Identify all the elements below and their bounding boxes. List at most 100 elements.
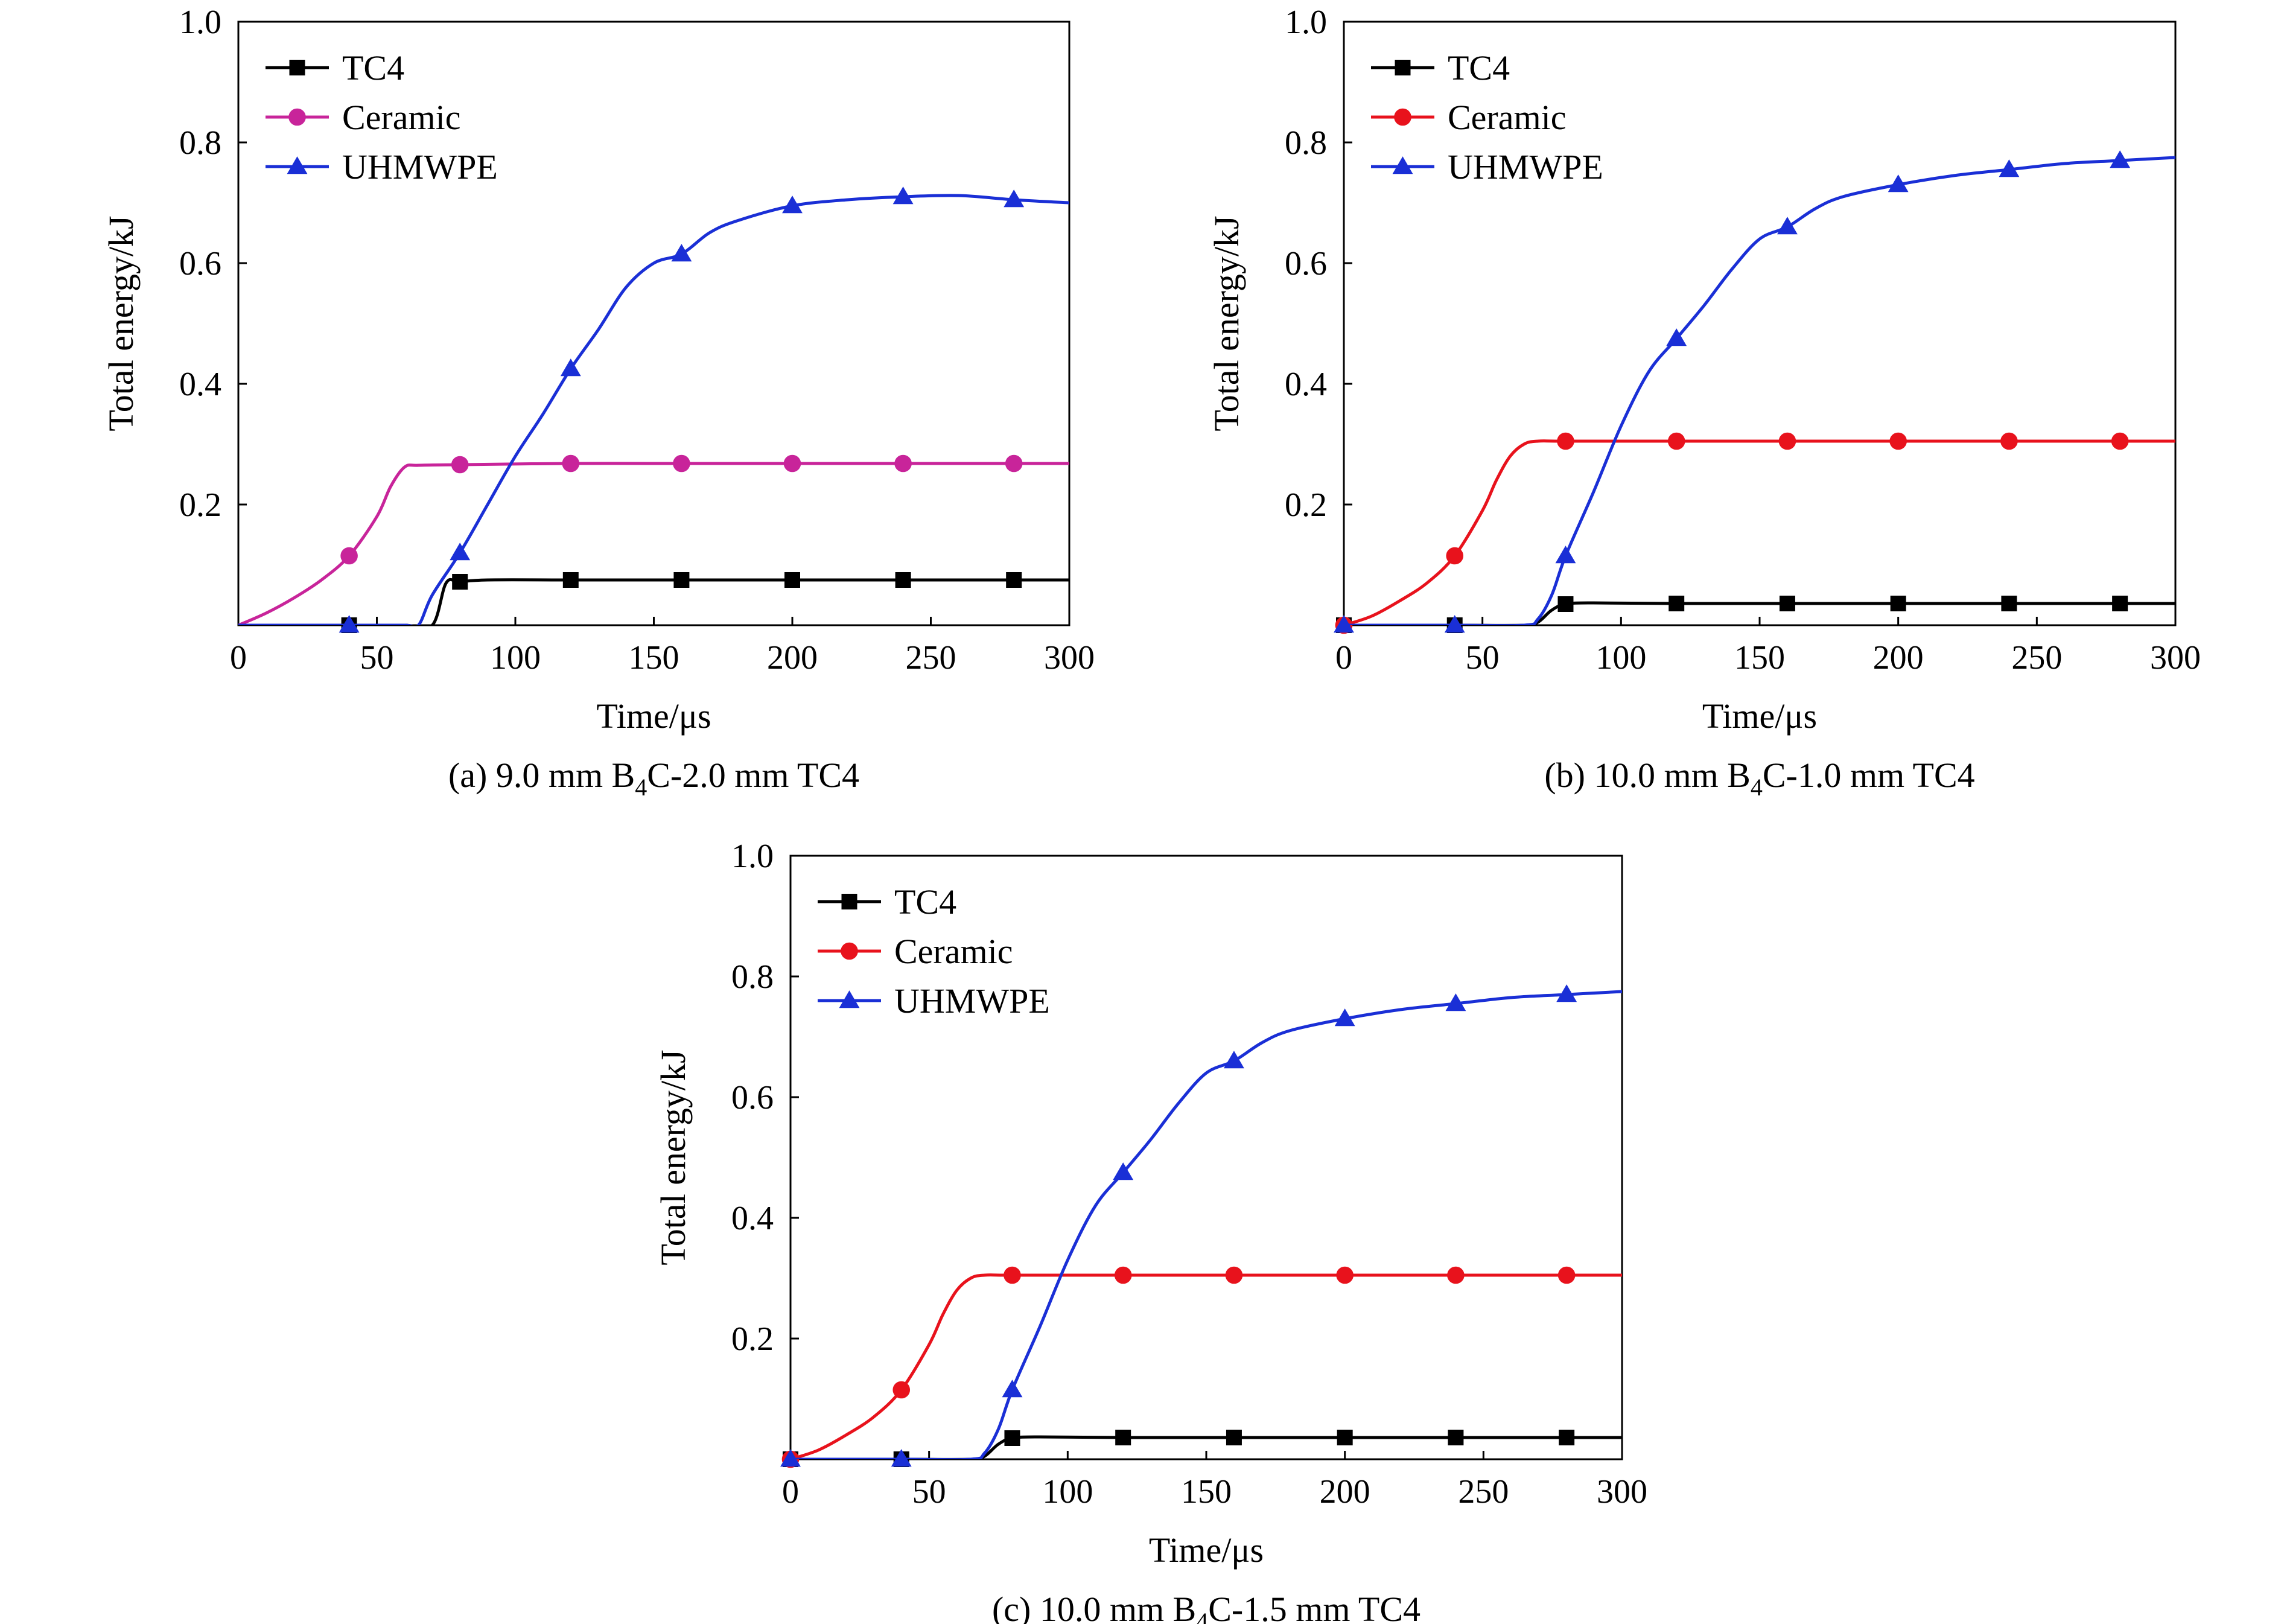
y-tick-label: 1.0 bbox=[179, 4, 221, 41]
caption-prefix: (c) 10.0 mm B bbox=[992, 1590, 1196, 1624]
data-point-ceramic bbox=[2000, 432, 2018, 450]
data-point-uhmwpe bbox=[1556, 984, 1577, 1002]
data-point-ceramic bbox=[1225, 1266, 1243, 1284]
chart-panel-a: 0 50 100 150 200 250 300 0.2 0.4 0.6 0.8 1.0 Time/μs… bbox=[101, 4, 1095, 801]
legend-label: TC4 bbox=[1448, 48, 1510, 88]
data-point-uhmwpe bbox=[1002, 1380, 1023, 1398]
series-line-ceramic bbox=[791, 1273, 1622, 1459]
panel-caption: (b) 10.0 mm B4C-1.0 mm TC4 bbox=[1544, 756, 1974, 801]
y-tick-label: 0.4 bbox=[179, 366, 221, 403]
legend: TC4 Ceramic UHMWPE bbox=[1371, 48, 1603, 186]
x-tick-label: 0 bbox=[782, 1473, 799, 1511]
data-point-tc4 bbox=[673, 572, 690, 588]
data-point-ceramic bbox=[2111, 432, 2129, 450]
chart-panel-b: 0 50 100 150 200 250 300 0.2 0.4 0.6 0.8 1.0 Time/μs… bbox=[1207, 4, 2201, 801]
x-tick-label: 300 bbox=[1597, 1473, 1647, 1511]
x-tick-label: 250 bbox=[1458, 1473, 1509, 1511]
legend: TC4 Ceramic UHMWPE bbox=[818, 882, 1050, 1021]
x-tick-label: 200 bbox=[1873, 639, 1924, 677]
legend-item-uhmwpe: UHMWPE bbox=[818, 981, 1050, 1021]
y-tick-label: 0.2 bbox=[1285, 486, 1327, 524]
data-point-uhmwpe bbox=[1555, 546, 1576, 564]
data-point-uhmwpe bbox=[1888, 174, 1909, 193]
legend-item-tc4: TC4 bbox=[818, 882, 956, 922]
legend-label: Ceramic bbox=[342, 98, 460, 137]
y-axis-label: Total energy/kJ bbox=[1207, 215, 1246, 431]
legend-label: Ceramic bbox=[894, 932, 1013, 971]
data-point-uhmwpe bbox=[560, 358, 581, 377]
legend-item-uhmwpe: UHMWPE bbox=[1371, 147, 1603, 186]
x-tick-label: 300 bbox=[1044, 639, 1095, 677]
legend-item-uhmwpe: UHMWPE bbox=[266, 147, 498, 186]
legend-marker-tc4 bbox=[841, 894, 857, 909]
legend-label: UHMWPE bbox=[342, 147, 498, 186]
legend-label: UHMWPE bbox=[1448, 147, 1603, 186]
y-tick-label: 0.8 bbox=[731, 958, 774, 996]
data-point-uhmwpe bbox=[892, 186, 914, 205]
data-point-tc4 bbox=[1337, 1430, 1353, 1445]
y-axis-label: Total energy/kJ bbox=[654, 1049, 693, 1265]
data-point-ceramic bbox=[340, 547, 358, 565]
x-tick-label: 100 bbox=[1042, 1473, 1093, 1511]
data-point-ceramic bbox=[1667, 432, 1685, 450]
data-point-ceramic bbox=[892, 1381, 911, 1399]
caption-suffix: C-1.0 mm TC4 bbox=[1763, 756, 1975, 795]
data-point-ceramic bbox=[1778, 432, 1796, 450]
data-point-ceramic bbox=[1557, 1266, 1576, 1284]
x-tick-label: 50 bbox=[1466, 639, 1500, 677]
x-tick-label: 50 bbox=[912, 1473, 946, 1511]
legend-item-ceramic: Ceramic bbox=[1371, 98, 1566, 137]
legend-marker-uhmwpe bbox=[1392, 156, 1413, 174]
series-line-ceramic bbox=[1344, 439, 2175, 625]
x-tick-label: 100 bbox=[1595, 639, 1646, 677]
caption-suffix: C-1.5 mm TC4 bbox=[1208, 1590, 1420, 1624]
data-point-ceramic bbox=[673, 454, 690, 473]
legend-label: Ceramic bbox=[1448, 98, 1566, 137]
legend-marker-ceramic bbox=[1394, 108, 1411, 126]
x-tick-label: 0 bbox=[1335, 639, 1352, 677]
data-point-uhmwpe bbox=[1334, 1008, 1355, 1027]
data-point-ceramic bbox=[451, 456, 469, 474]
x-tick-label: 50 bbox=[360, 639, 394, 677]
data-point-uhmwpe bbox=[1777, 217, 1798, 235]
data-point-uhmwpe bbox=[891, 1449, 912, 1467]
data-point-tc4 bbox=[452, 574, 468, 590]
legend-item-tc4: TC4 bbox=[266, 48, 404, 88]
data-point-tc4 bbox=[562, 572, 579, 588]
x-tick-label: 300 bbox=[2150, 639, 2201, 677]
legend-marker-ceramic bbox=[288, 108, 306, 126]
panel-caption: (c) 10.0 mm B4C-1.5 mm TC4 bbox=[992, 1590, 1420, 1624]
series-line-uhmwpe bbox=[791, 990, 1622, 1459]
x-tick-label: 200 bbox=[767, 639, 818, 677]
data-point-tc4 bbox=[1448, 1430, 1464, 1445]
data-point-uhmwpe bbox=[1445, 993, 1466, 1011]
data-point-tc4 bbox=[1779, 596, 1795, 611]
data-point-ceramic bbox=[783, 454, 801, 473]
series-ceramic bbox=[238, 454, 1069, 625]
data-point-ceramic bbox=[1005, 454, 1023, 473]
y-tick-label: 0.4 bbox=[1285, 366, 1327, 403]
data-point-uhmwpe bbox=[671, 244, 692, 262]
legend: TC4 Ceramic UHMWPE bbox=[266, 48, 498, 186]
data-point-uhmwpe bbox=[1224, 1051, 1244, 1069]
data-point-tc4 bbox=[1890, 596, 1906, 611]
data-point-tc4 bbox=[1226, 1430, 1242, 1445]
series-uhmwpe bbox=[1334, 150, 2175, 633]
series-line-uhmwpe bbox=[1344, 156, 2175, 625]
series-tc4 bbox=[238, 572, 1069, 633]
data-point-ceramic bbox=[1557, 432, 1574, 450]
data-point-tc4 bbox=[1557, 596, 1574, 612]
legend-label: TC4 bbox=[894, 882, 956, 922]
caption-subscript: 4 bbox=[1751, 774, 1763, 801]
y-tick-label: 0.2 bbox=[179, 486, 221, 524]
data-point-uhmwpe bbox=[1334, 615, 1354, 633]
x-axis-label: Time/μs bbox=[596, 696, 711, 736]
x-tick-label: 100 bbox=[490, 639, 541, 677]
data-point-ceramic bbox=[1114, 1266, 1132, 1284]
data-point-ceramic bbox=[1447, 1266, 1465, 1284]
x-axis-label: Time/μs bbox=[1702, 696, 1817, 736]
y-tick-label: 0.4 bbox=[731, 1200, 774, 1237]
legend-label: UHMWPE bbox=[894, 981, 1050, 1021]
data-point-uhmwpe bbox=[1004, 189, 1025, 208]
